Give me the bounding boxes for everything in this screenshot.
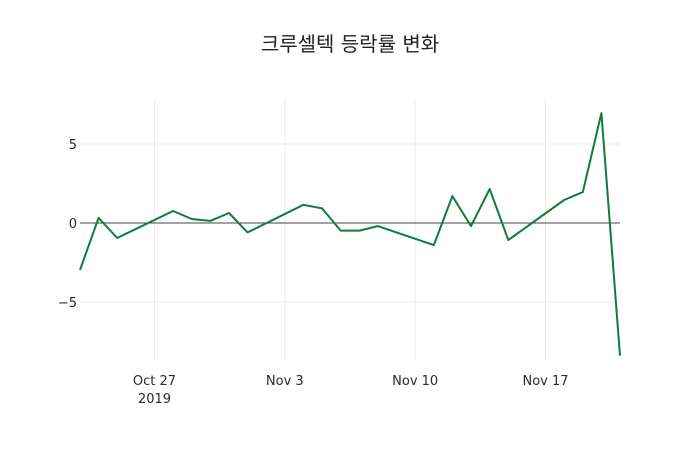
- x-tick-label: Nov 3: [266, 374, 304, 389]
- x-tick-label: Nov 10: [392, 374, 438, 389]
- y-tick-label: −5: [58, 296, 77, 311]
- chart-title: 크루셀텍 등락률 변화: [260, 32, 440, 56]
- y-tick-label: 5: [69, 138, 77, 153]
- grid-lines: [80, 100, 620, 360]
- data-line: [79, 112, 621, 356]
- y-axis-tick-labels: 5 0 −5: [58, 138, 77, 311]
- x-axis-tick-labels: Oct 27 2019 Nov 3 Nov 10 Nov 17: [133, 374, 569, 407]
- x-tick-label: Nov 17: [522, 374, 568, 389]
- y-tick-label: 0: [69, 217, 77, 232]
- x-tick-label: Oct 27: [133, 374, 176, 389]
- x-tick-sublabel: 2019: [138, 392, 171, 407]
